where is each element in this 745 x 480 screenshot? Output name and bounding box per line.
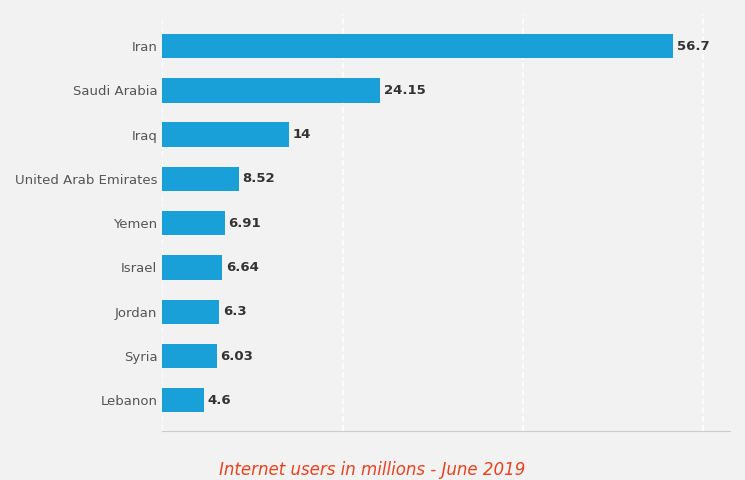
Text: 24.15: 24.15 [384, 84, 425, 97]
Text: 14: 14 [292, 128, 311, 141]
Text: 56.7: 56.7 [677, 40, 709, 53]
Bar [162, 344, 217, 368]
Text: 8.52: 8.52 [243, 172, 276, 185]
Bar [162, 78, 380, 103]
Bar [162, 255, 222, 280]
Bar [162, 34, 673, 58]
Bar [162, 300, 219, 324]
Bar [162, 167, 239, 191]
Text: 6.64: 6.64 [226, 261, 259, 274]
Bar [162, 388, 204, 412]
Text: Internet users in millions - June 2019: Internet users in millions - June 2019 [219, 461, 526, 479]
Text: 4.6: 4.6 [207, 394, 231, 407]
Text: 6.91: 6.91 [228, 216, 261, 230]
Bar [162, 122, 288, 147]
Text: 6.03: 6.03 [221, 349, 253, 362]
Bar [162, 211, 225, 235]
Text: 6.3: 6.3 [223, 305, 247, 318]
